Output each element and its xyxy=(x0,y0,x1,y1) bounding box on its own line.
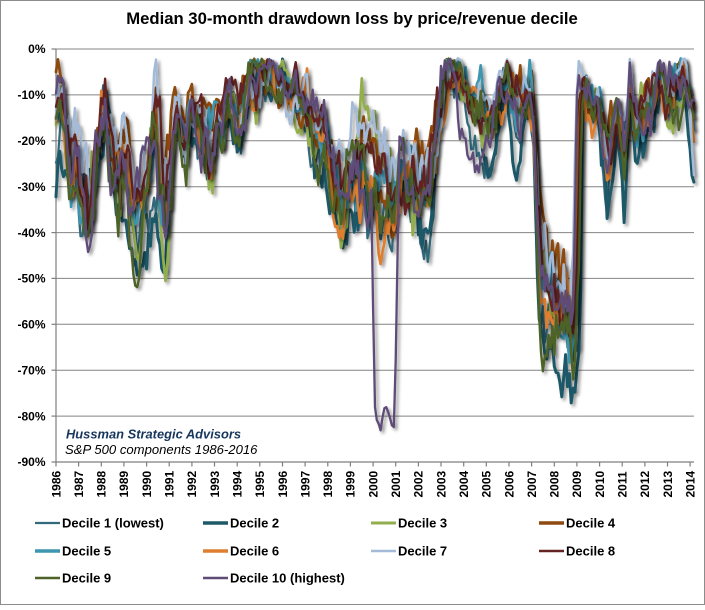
svg-text:2008: 2008 xyxy=(548,470,562,497)
svg-text:2014: 2014 xyxy=(683,470,697,497)
svg-text:1989: 1989 xyxy=(117,470,131,497)
svg-text:Decile 6: Decile 6 xyxy=(230,543,279,558)
svg-text:Decile 5: Decile 5 xyxy=(62,543,111,558)
svg-text:1998: 1998 xyxy=(321,470,335,497)
svg-text:1990: 1990 xyxy=(140,470,154,497)
svg-text:Decile 2: Decile 2 xyxy=(230,515,279,530)
svg-text:Decile 10 (highest): Decile 10 (highest) xyxy=(230,570,345,585)
svg-text:Decile 9: Decile 9 xyxy=(62,570,111,585)
svg-text:Hussman Strategic Advisors: Hussman Strategic Advisors xyxy=(66,427,241,442)
svg-text:Decile 8: Decile 8 xyxy=(566,543,615,558)
svg-text:2007: 2007 xyxy=(525,470,539,497)
svg-text:S&P 500 components 1986-2016: S&P 500 components 1986-2016 xyxy=(65,442,258,457)
svg-text:2006: 2006 xyxy=(502,470,516,497)
svg-text:-20%: -20% xyxy=(17,134,45,148)
svg-text:1988: 1988 xyxy=(95,470,109,497)
svg-text:2012: 2012 xyxy=(638,470,652,497)
svg-text:-10%: -10% xyxy=(17,88,45,102)
svg-text:2004: 2004 xyxy=(457,470,471,497)
svg-text:1993: 1993 xyxy=(208,470,222,497)
svg-text:-90%: -90% xyxy=(17,455,45,469)
svg-text:2013: 2013 xyxy=(661,470,675,497)
svg-text:-50%: -50% xyxy=(17,272,45,286)
svg-text:2003: 2003 xyxy=(434,470,448,497)
svg-text:1997: 1997 xyxy=(298,470,312,497)
svg-text:2005: 2005 xyxy=(480,470,494,497)
svg-text:-80%: -80% xyxy=(17,409,45,423)
svg-text:2010: 2010 xyxy=(593,470,607,497)
svg-text:2009: 2009 xyxy=(570,470,584,497)
svg-text:1987: 1987 xyxy=(72,470,86,497)
svg-text:-40%: -40% xyxy=(17,226,45,240)
svg-text:Decile 7: Decile 7 xyxy=(398,543,447,558)
svg-text:1992: 1992 xyxy=(185,470,199,497)
svg-text:-30%: -30% xyxy=(17,180,45,194)
svg-text:-60%: -60% xyxy=(17,318,45,332)
svg-text:2001: 2001 xyxy=(389,470,403,497)
svg-text:Decile 1 (lowest): Decile 1 (lowest) xyxy=(62,515,164,530)
svg-text:2000: 2000 xyxy=(366,470,380,497)
svg-text:1999: 1999 xyxy=(344,470,358,497)
svg-text:1986: 1986 xyxy=(49,470,63,497)
svg-text:1995: 1995 xyxy=(253,470,267,497)
svg-text:2002: 2002 xyxy=(412,470,426,497)
svg-text:1996: 1996 xyxy=(276,470,290,497)
svg-text:2011: 2011 xyxy=(616,471,630,497)
svg-text:0%: 0% xyxy=(28,42,46,56)
svg-text:Decile 4: Decile 4 xyxy=(566,515,616,530)
svg-text:-70%: -70% xyxy=(17,363,45,377)
svg-text:1994: 1994 xyxy=(231,470,245,497)
svg-text:1991: 1991 xyxy=(163,470,177,497)
svg-text:Decile 3: Decile 3 xyxy=(398,515,447,530)
svg-text:Median 30-month drawdown loss: Median 30-month drawdown loss by price/r… xyxy=(126,9,578,28)
